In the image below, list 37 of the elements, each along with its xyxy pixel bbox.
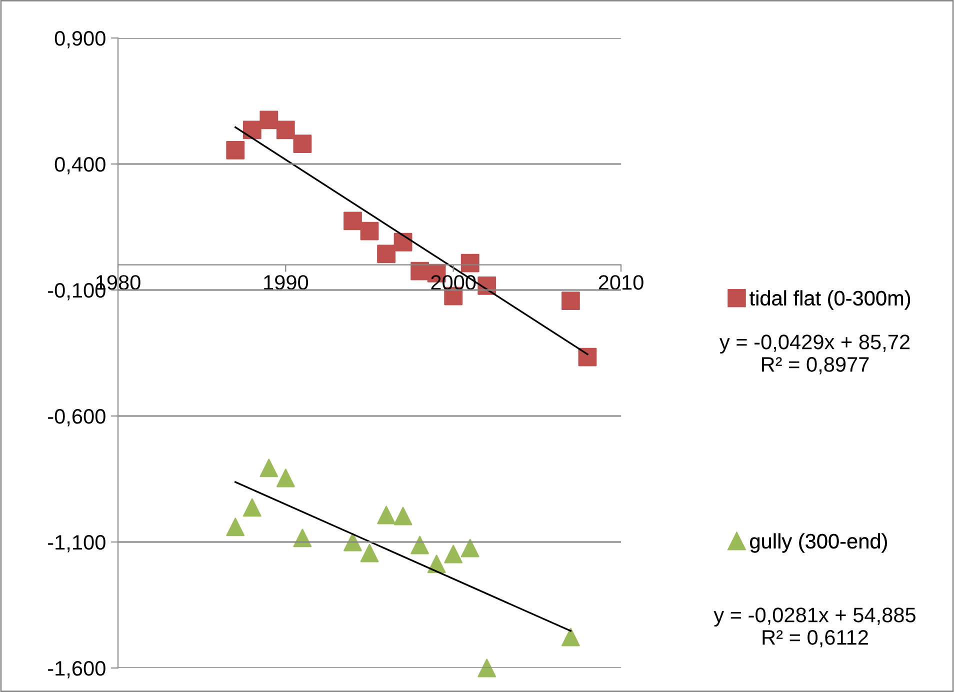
x-tick-label: 1990 bbox=[264, 275, 308, 290]
point bbox=[293, 528, 312, 548]
y-tick-label: 0,400 bbox=[54, 157, 106, 174]
x-tick-label: 2000 bbox=[431, 275, 476, 290]
point bbox=[226, 518, 245, 536]
point bbox=[478, 658, 496, 678]
point bbox=[562, 292, 580, 310]
point bbox=[360, 544, 379, 562]
point bbox=[394, 232, 412, 252]
text: y = -0,0281x + 54,885 R² = 0,6112 bbox=[714, 608, 916, 648]
point bbox=[344, 532, 362, 552]
y-tick-label: 0,900 bbox=[54, 31, 106, 48]
point bbox=[260, 110, 278, 130]
point bbox=[444, 544, 463, 564]
text: y = -0,0429x + 85,72 R² = 0,8977 bbox=[720, 334, 910, 374]
point bbox=[410, 536, 429, 554]
x-tick-label: 2010 bbox=[598, 275, 644, 290]
y-tick-label: -1,600 bbox=[48, 661, 106, 678]
point bbox=[460, 538, 480, 558]
point bbox=[293, 134, 312, 154]
point bbox=[260, 458, 278, 478]
point bbox=[377, 506, 396, 524]
point bbox=[276, 120, 295, 140]
legend-label: tidal flat (0-300m) bbox=[750, 290, 910, 310]
legend-label: gully (300-end) bbox=[750, 533, 887, 553]
point bbox=[360, 222, 379, 240]
point bbox=[276, 468, 295, 488]
point bbox=[460, 254, 480, 272]
point bbox=[394, 506, 412, 526]
y-tick-label: -1,100 bbox=[48, 535, 106, 552]
y-tick-label: -0,600 bbox=[48, 409, 106, 426]
point bbox=[226, 140, 245, 160]
point bbox=[562, 628, 580, 646]
point bbox=[377, 244, 396, 264]
point bbox=[242, 498, 262, 517]
point bbox=[578, 348, 597, 366]
point bbox=[344, 212, 362, 230]
